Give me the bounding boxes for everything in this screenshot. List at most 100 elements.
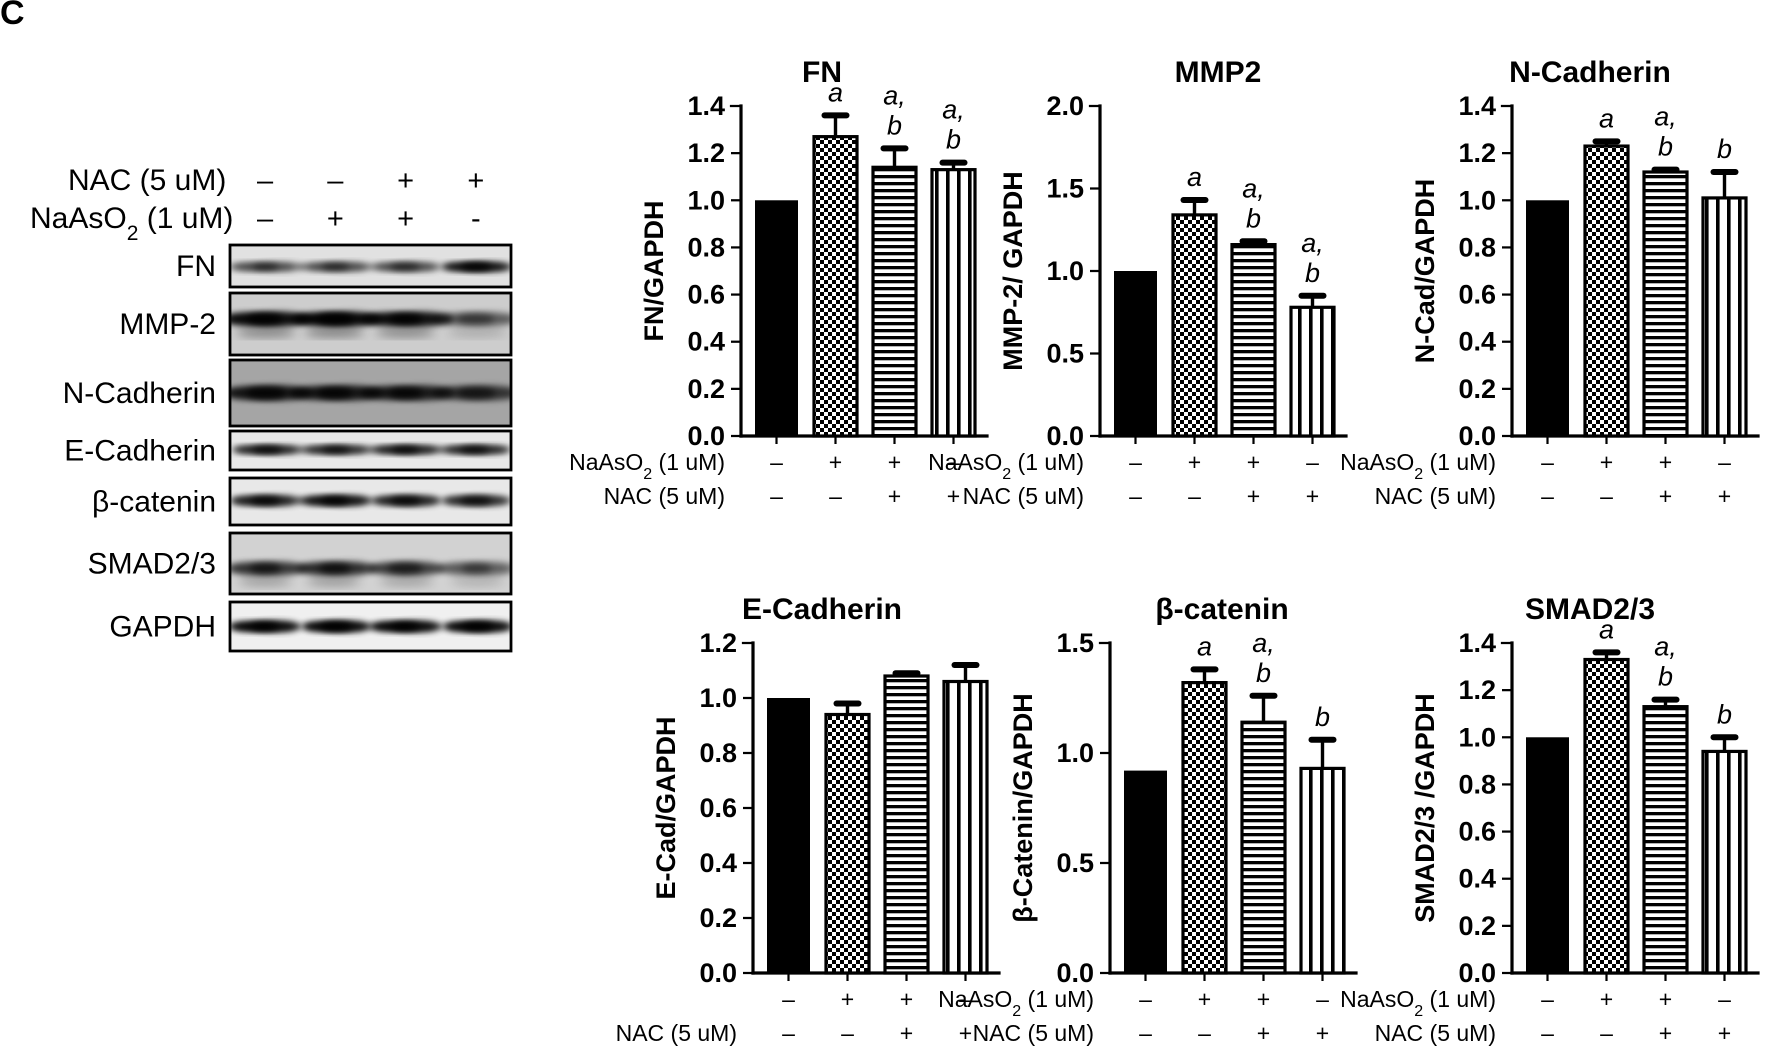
svg-text:+: + — [467, 165, 484, 197]
svg-text:1.0: 1.0 — [699, 683, 737, 713]
svg-text:SMAD2/3: SMAD2/3 — [88, 548, 216, 581]
svg-text:MMP2: MMP2 — [1175, 56, 1262, 89]
svg-text:a,: a, — [1252, 628, 1275, 658]
svg-text:a: a — [1197, 631, 1212, 661]
svg-text:0.8: 0.8 — [1458, 769, 1496, 799]
svg-text:0.2: 0.2 — [1458, 374, 1496, 404]
svg-text:0.6: 0.6 — [699, 793, 737, 823]
svg-text:b: b — [1246, 203, 1261, 233]
svg-text:+: + — [1198, 986, 1211, 1012]
svg-text:1.0: 1.0 — [1458, 722, 1496, 752]
svg-text:b: b — [1658, 662, 1673, 692]
svg-text:β-catenin: β-catenin — [1155, 593, 1288, 626]
svg-text:b: b — [1717, 699, 1732, 729]
svg-text:0.6: 0.6 — [1458, 817, 1496, 847]
svg-text:β-Catenin/GAPDH: β-Catenin/GAPDH — [1008, 693, 1038, 923]
svg-text:+: + — [1659, 1020, 1672, 1046]
svg-text:0.5: 0.5 — [1046, 339, 1084, 369]
svg-text:1.0: 1.0 — [1056, 738, 1094, 768]
svg-text:b: b — [946, 125, 961, 155]
svg-text:-: - — [471, 203, 481, 235]
svg-text:1.0: 1.0 — [687, 185, 725, 215]
svg-text:–: – — [1316, 986, 1329, 1012]
svg-text:C: C — [0, 0, 25, 32]
svg-text:0.0: 0.0 — [1458, 421, 1496, 451]
svg-text:+: + — [1600, 986, 1613, 1012]
svg-text:0.8: 0.8 — [699, 738, 737, 768]
svg-text:–: – — [1541, 449, 1554, 475]
svg-text:+: + — [841, 986, 854, 1012]
svg-text:NAC (5 uM): NAC (5 uM) — [604, 483, 725, 509]
svg-text:NAC (5 uM): NAC (5 uM) — [1375, 1020, 1496, 1046]
svg-text:–: – — [770, 483, 783, 509]
svg-text:–: – — [1198, 1020, 1211, 1046]
svg-text:+: + — [888, 483, 901, 509]
svg-text:NAC (5 uM): NAC (5 uM) — [973, 1020, 1094, 1046]
svg-text:b: b — [1305, 258, 1320, 288]
svg-text:2.0: 2.0 — [1046, 91, 1084, 121]
svg-text:E-Cadherin: E-Cadherin — [742, 593, 902, 626]
svg-text:–: – — [1541, 986, 1554, 1012]
svg-text:0.2: 0.2 — [1458, 911, 1496, 941]
svg-text:1.2: 1.2 — [1458, 675, 1496, 705]
svg-text:0.4: 0.4 — [1458, 327, 1496, 357]
svg-text:–: – — [1129, 449, 1142, 475]
svg-text:–: – — [257, 165, 274, 197]
svg-text:–: – — [1600, 483, 1613, 509]
svg-text:E-Cadherin: E-Cadherin — [64, 435, 216, 468]
svg-text:–: – — [770, 449, 783, 475]
svg-text:+: + — [1247, 483, 1260, 509]
svg-text:–: – — [1129, 483, 1142, 509]
svg-text:–: – — [782, 1020, 795, 1046]
svg-text:+: + — [1600, 449, 1613, 475]
svg-text:b: b — [887, 110, 902, 140]
svg-text:–: – — [1139, 1020, 1152, 1046]
svg-text:FN/GAPDH: FN/GAPDH — [639, 201, 669, 342]
svg-text:+: + — [1659, 449, 1672, 475]
svg-text:a,: a, — [1654, 102, 1677, 132]
svg-text:1.4: 1.4 — [1458, 628, 1496, 658]
svg-text:+: + — [1659, 483, 1672, 509]
svg-text:a,: a, — [1242, 173, 1265, 203]
svg-text:0.5: 0.5 — [1056, 848, 1094, 878]
svg-text:E-Cad/GAPDH: E-Cad/GAPDH — [651, 716, 681, 899]
svg-text:N-Cad/GAPDH: N-Cad/GAPDH — [1410, 179, 1440, 364]
svg-text:MMP-2: MMP-2 — [119, 308, 216, 341]
svg-text:1.0: 1.0 — [1458, 185, 1496, 215]
svg-text:b: b — [1256, 658, 1271, 688]
svg-text:–: – — [841, 1020, 854, 1046]
svg-text:+: + — [1188, 449, 1201, 475]
svg-text:+: + — [829, 449, 842, 475]
svg-text:+: + — [900, 1020, 913, 1046]
svg-text:–: – — [829, 483, 842, 509]
svg-text:–: – — [1600, 1020, 1613, 1046]
svg-text:1.5: 1.5 — [1046, 174, 1084, 204]
svg-text:1.4: 1.4 — [1458, 91, 1496, 121]
svg-text:1.2: 1.2 — [699, 628, 737, 658]
svg-text:+: + — [1247, 449, 1260, 475]
svg-text:0.0: 0.0 — [699, 958, 737, 988]
svg-text:+: + — [1659, 986, 1672, 1012]
svg-text:–: – — [1718, 449, 1731, 475]
svg-text:a: a — [1187, 162, 1202, 192]
svg-text:+: + — [959, 1020, 972, 1046]
svg-text:b: b — [1315, 702, 1330, 732]
svg-text:a: a — [828, 77, 843, 107]
svg-text:a,: a, — [883, 80, 906, 110]
svg-text:0.0: 0.0 — [1046, 421, 1084, 451]
svg-text:0.0: 0.0 — [1056, 958, 1094, 988]
svg-text:+: + — [397, 203, 414, 235]
svg-text:NAC (5 uM): NAC (5 uM) — [963, 483, 1084, 509]
svg-text:–: – — [1188, 483, 1201, 509]
svg-text:a: a — [1599, 103, 1614, 133]
svg-text:a,: a, — [1654, 632, 1677, 662]
svg-text:+: + — [1306, 483, 1319, 509]
svg-text:a,: a, — [1301, 228, 1324, 258]
svg-text:1.4: 1.4 — [687, 91, 725, 121]
svg-text:1.2: 1.2 — [1458, 138, 1496, 168]
svg-text:b: b — [1658, 132, 1673, 162]
svg-text:N-Cadherin: N-Cadherin — [63, 377, 216, 410]
svg-text:β-catenin: β-catenin — [92, 486, 216, 519]
svg-text:0.0: 0.0 — [1458, 958, 1496, 988]
svg-text:+: + — [1718, 1020, 1731, 1046]
